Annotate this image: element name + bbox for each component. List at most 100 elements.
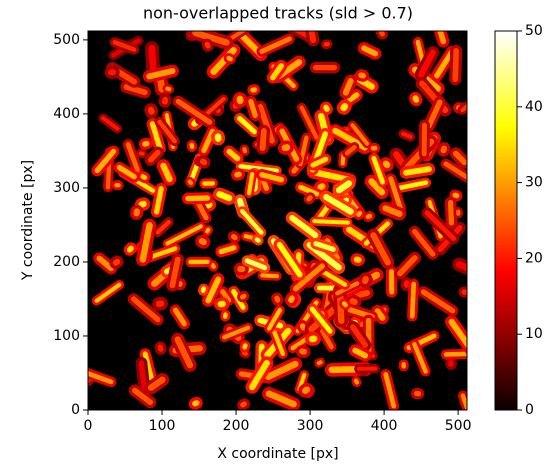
track-core: [312, 219, 350, 225]
track-core: [157, 119, 177, 144]
x-axis-label: X coordinate [px]: [217, 446, 338, 462]
track-core: [200, 286, 206, 293]
track-core: [401, 131, 413, 139]
track-core: [155, 220, 171, 235]
track-core: [361, 275, 369, 285]
track-core: [374, 308, 386, 321]
track-core: [242, 343, 248, 350]
y-tick-label: 0: [71, 402, 80, 418]
track-core: [354, 378, 359, 385]
track-core: [130, 296, 161, 323]
track-core: [199, 158, 208, 166]
track-core: [335, 180, 353, 194]
track-core: [244, 258, 268, 271]
track-core: [205, 227, 211, 234]
track-core: [264, 360, 299, 380]
track-core: [204, 41, 211, 49]
track-core: [349, 298, 358, 306]
track-core: [308, 31, 317, 44]
track-core: [138, 360, 147, 390]
track-core: [342, 301, 348, 308]
track-core: [220, 289, 232, 303]
track-core: [237, 115, 257, 135]
track-core: [309, 306, 333, 334]
track-core: [239, 293, 247, 300]
track-core: [257, 104, 275, 144]
track-core: [270, 63, 284, 81]
track-core: [370, 232, 391, 266]
track-core: [226, 148, 241, 162]
track-core: [131, 387, 153, 405]
track-core: [169, 256, 181, 289]
colorbar: [494, 30, 518, 411]
track-core: [310, 168, 353, 184]
track-core: [187, 179, 194, 186]
track-core: [412, 95, 420, 103]
track-core: [139, 222, 153, 263]
y-tick-label: 200: [53, 254, 80, 270]
track-core: [198, 238, 207, 246]
track-core: [302, 386, 311, 394]
colorbar-tick-label: 50: [525, 23, 543, 39]
track-core: [96, 255, 114, 272]
track-core: [154, 186, 164, 215]
track-core: [448, 199, 455, 226]
track-core: [443, 161, 467, 181]
track-core: [383, 372, 397, 409]
track-core: [204, 201, 213, 209]
track-core: [116, 164, 137, 180]
track-core: [175, 98, 213, 125]
track-core: [266, 308, 282, 331]
track-core: [216, 191, 233, 202]
track-core: [147, 106, 155, 115]
x-tick-label: 400: [371, 418, 398, 434]
track-core: [146, 68, 176, 80]
track-core: [192, 400, 200, 407]
track-core: [276, 241, 303, 278]
track-core: [388, 176, 403, 211]
track-core: [412, 342, 428, 374]
track-core: [299, 323, 307, 331]
track-core: [172, 307, 187, 327]
track-core: [94, 282, 122, 303]
chart-title: non-overlapped tracks (sld > 0.7): [143, 4, 413, 23]
track-core: [320, 328, 334, 350]
track-core: [140, 174, 148, 181]
track-core: [94, 148, 117, 174]
track-core: [112, 40, 137, 52]
track-core: [249, 359, 270, 391]
track-core: [448, 318, 467, 349]
track-core: [112, 258, 121, 266]
track-core: [356, 210, 363, 218]
track-core: [142, 351, 155, 385]
track-core: [259, 36, 292, 54]
x-tick-label: 0: [84, 418, 93, 434]
track-core: [323, 194, 354, 215]
track-core: [288, 295, 295, 303]
track-core: [361, 45, 379, 57]
track-core: [259, 128, 267, 151]
track-core: [306, 195, 313, 202]
track-core: [393, 151, 407, 168]
track-core: [147, 376, 166, 391]
track-core: [317, 183, 326, 191]
colorbar-tick-label: 30: [525, 175, 543, 191]
x-tick-label: 100: [149, 418, 176, 434]
track-core: [242, 147, 248, 154]
track-core: [350, 123, 370, 146]
track-core: [443, 351, 467, 357]
track-core: [125, 142, 140, 173]
track-core: [316, 360, 323, 366]
track-core: [452, 192, 460, 199]
track-core: [365, 213, 373, 220]
track-core: [460, 103, 467, 113]
colorbar-tick-label: 0: [525, 402, 534, 418]
track-core: [185, 195, 211, 202]
track-core: [403, 166, 432, 176]
track-core: [440, 145, 448, 154]
track-core: [160, 162, 173, 183]
track-core: [299, 105, 319, 140]
track-core: [346, 92, 360, 103]
track-core: [434, 49, 455, 79]
